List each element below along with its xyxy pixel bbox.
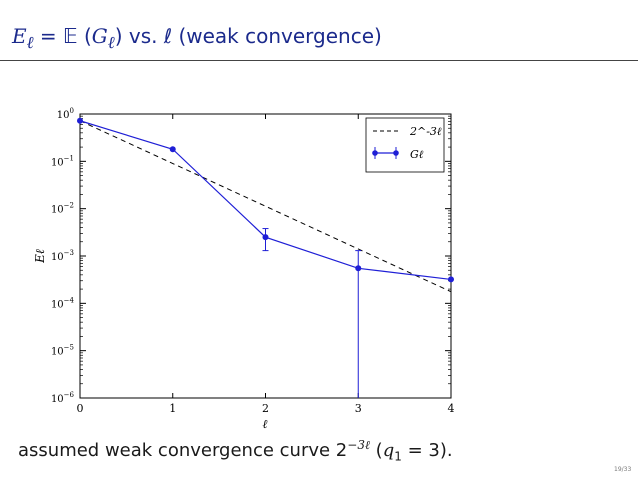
title-rest: ) vs. ℓ (weak convergence) [114, 24, 382, 48]
title-e-sub: ℓ [26, 33, 34, 52]
y-axis-label: Eℓ [33, 249, 47, 264]
legend-g-marker-right [393, 150, 399, 156]
legend-box [365, 117, 445, 173]
title-e: E [12, 24, 27, 48]
y-tick-label: 10−2 [51, 202, 74, 216]
x-axis-label: ℓ [263, 417, 268, 431]
caption-q-sub: 1 [394, 449, 402, 464]
slide-title: Eℓ = 𝔼 (Gℓ) vs. ℓ (weak convergence) [12, 24, 382, 53]
caption-sup: −3ℓ [347, 438, 370, 452]
page-number: 19/33 [614, 466, 632, 473]
g-data-point [262, 234, 269, 241]
y-tick-label: 10−1 [51, 154, 74, 168]
x-tick-label: 2 [262, 402, 269, 415]
g-data-point [355, 265, 362, 272]
g-data-point [169, 146, 176, 153]
legend-label-g: Gℓ [410, 148, 424, 161]
caption-mid: ( [369, 440, 383, 461]
title-g-sub: ℓ [107, 33, 115, 52]
x-tick-label: 3 [355, 402, 362, 415]
title-eq: = 𝔼 ( [33, 24, 92, 48]
x-tick-label: 1 [169, 402, 176, 415]
y-tick-label: 100 [57, 107, 74, 121]
g-data-point [77, 117, 83, 124]
legend-g-marker-left [372, 150, 378, 156]
x-tick-label: 4 [448, 402, 455, 415]
legend: 2^-3ℓ Gℓ [365, 117, 445, 173]
title-g: G [91, 24, 108, 48]
legend-label-2pow: 2^-3ℓ [409, 125, 442, 138]
y-tick-label: 10−5 [51, 344, 74, 358]
y-tick-label: 10−4 [51, 296, 75, 310]
title-rule [0, 60, 638, 61]
y-tick-label: 10−6 [51, 391, 75, 405]
y-tick-label: 10−3 [51, 249, 74, 263]
caption-post: = 3). [401, 440, 453, 461]
caption-text: assumed weak convergence curve 2−3ℓ (q1 … [18, 438, 453, 464]
g-data-point [448, 276, 454, 283]
x-tick-label: 0 [77, 402, 84, 415]
caption-q: q [382, 440, 395, 461]
caption-pre: assumed weak convergence curve 2 [18, 440, 348, 461]
